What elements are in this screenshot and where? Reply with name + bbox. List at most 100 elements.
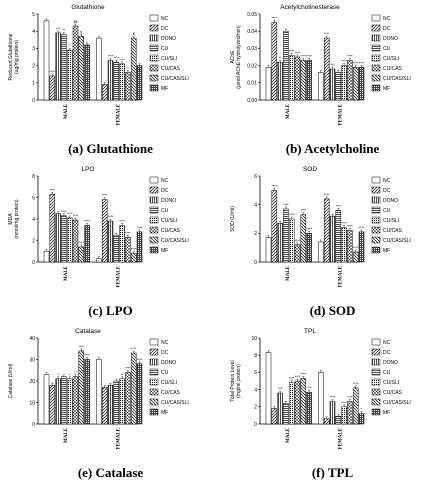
legend-label: CU/CAS	[161, 66, 181, 72]
y-tick-label: 0	[254, 422, 257, 428]
legend-swatch	[149, 398, 159, 406]
significance-label: ****	[295, 51, 301, 55]
significance-label: ****	[289, 49, 295, 53]
significance-label: ****	[84, 354, 90, 358]
y-tick-label: 0.01	[247, 81, 257, 87]
panel-sod: SOD SOD (U/ml) 0 2 4 6 **** **** **** **** **** ***…	[222, 162, 443, 324]
y-tick-label: 3	[32, 46, 35, 52]
y-axis-label: Total Protein Level	[230, 360, 236, 401]
bar	[84, 44, 90, 101]
bar	[101, 387, 108, 425]
significance-label: ****	[295, 375, 301, 379]
bar	[271, 22, 278, 101]
bar	[55, 213, 61, 263]
legend-label: CU/CAS	[161, 390, 181, 396]
legend-swatch	[371, 398, 381, 406]
bar	[306, 60, 312, 101]
bar	[66, 378, 73, 425]
bar	[271, 408, 278, 425]
legend-label: CU/CAS	[383, 228, 403, 234]
legend-label: MF	[161, 248, 168, 254]
chart-title: Acetylcholinesterase	[280, 4, 340, 11]
bar	[323, 37, 330, 101]
significance-label: **	[74, 371, 77, 375]
bar	[101, 199, 108, 263]
legend-swatch	[371, 34, 381, 42]
significance-label: ****	[300, 209, 306, 213]
legend-label: CU/SLI	[383, 56, 399, 62]
bar	[130, 253, 137, 263]
legend-label: DC	[161, 26, 169, 32]
significance-label: ****	[347, 224, 353, 228]
legend-swatch	[371, 84, 381, 92]
legend-label: CU/SLI	[383, 218, 399, 224]
legend-swatch	[149, 24, 159, 32]
y-tick-label: 0.04	[247, 29, 257, 35]
significance-label: ****	[330, 396, 336, 400]
legend-label: DONO	[383, 198, 398, 204]
bar	[352, 67, 359, 101]
bar	[113, 234, 120, 263]
legend-swatch	[371, 368, 381, 376]
legend-label: CU	[383, 208, 391, 214]
legend-swatch	[149, 408, 159, 416]
legend-label: CU/CAS/SLI	[383, 238, 411, 244]
bar	[335, 72, 342, 101]
x-category-label: MALE	[286, 427, 291, 443]
significance-label: ****	[353, 246, 359, 250]
significance-label: ****	[49, 188, 55, 192]
y-tick-label: 6	[254, 174, 257, 180]
bar	[300, 60, 307, 101]
caption-tpl: (f) TPL	[311, 465, 354, 480]
significance-label: ****	[131, 247, 137, 251]
significance-label: *	[361, 408, 363, 412]
significance-label: ****	[84, 219, 90, 223]
legend-label: NC	[383, 178, 391, 184]
legend-label: DONO	[383, 36, 398, 42]
bar	[107, 220, 114, 263]
legend-label: CU/CAS/SLI	[383, 76, 411, 82]
legend-swatch	[371, 54, 381, 62]
legend-label: CU/CAS/SLI	[161, 238, 189, 244]
y-axis-label: MDA	[8, 213, 14, 225]
legend-label: CU/SLI	[161, 218, 177, 224]
significance-label: **	[121, 373, 124, 377]
significance-label: ****	[295, 239, 301, 243]
y-tick-label: 4	[254, 387, 257, 393]
legend-label: MF	[383, 248, 390, 254]
significance-label: ****	[347, 54, 353, 58]
y-axis-label: Reduced Glutathione	[8, 33, 14, 80]
legend-label: CU	[383, 370, 391, 376]
y-tick-label: 40	[29, 336, 35, 342]
bar	[358, 231, 365, 263]
legend-label: NC	[161, 340, 169, 346]
significance-label: ****	[137, 226, 143, 230]
y-tick-label: 2	[32, 238, 35, 244]
legend-swatch	[149, 368, 159, 376]
bar	[358, 413, 365, 425]
bar	[78, 36, 85, 101]
bar	[55, 378, 61, 425]
legend-label: CU/CAS	[383, 390, 403, 396]
significance-label: $	[80, 30, 82, 34]
legend-label: DC	[161, 188, 169, 194]
y-tick-label: 4	[32, 217, 35, 223]
significance-label: ****	[289, 377, 295, 381]
significance-label: ****	[61, 210, 67, 214]
y-tick-label: 0	[254, 260, 257, 266]
legend-label: DONO	[383, 360, 398, 366]
bar	[66, 49, 73, 101]
legend-label: MF	[383, 410, 390, 416]
bar	[271, 190, 278, 263]
y-tick-label: 10	[29, 400, 35, 406]
legend-label: CU	[383, 46, 391, 52]
legend-swatch	[149, 44, 159, 52]
significance-label: *	[69, 373, 71, 377]
bar	[265, 237, 272, 263]
significance-label: ****	[324, 32, 330, 36]
significance-label: ****	[353, 382, 359, 386]
legend-swatch	[149, 34, 159, 42]
bar	[43, 374, 50, 425]
caption-glutathione: (a) Glutathione	[68, 141, 153, 156]
panel-tpl: TPL Total Protein Level (mg/ml protein) 0 2 4…	[222, 324, 443, 486]
